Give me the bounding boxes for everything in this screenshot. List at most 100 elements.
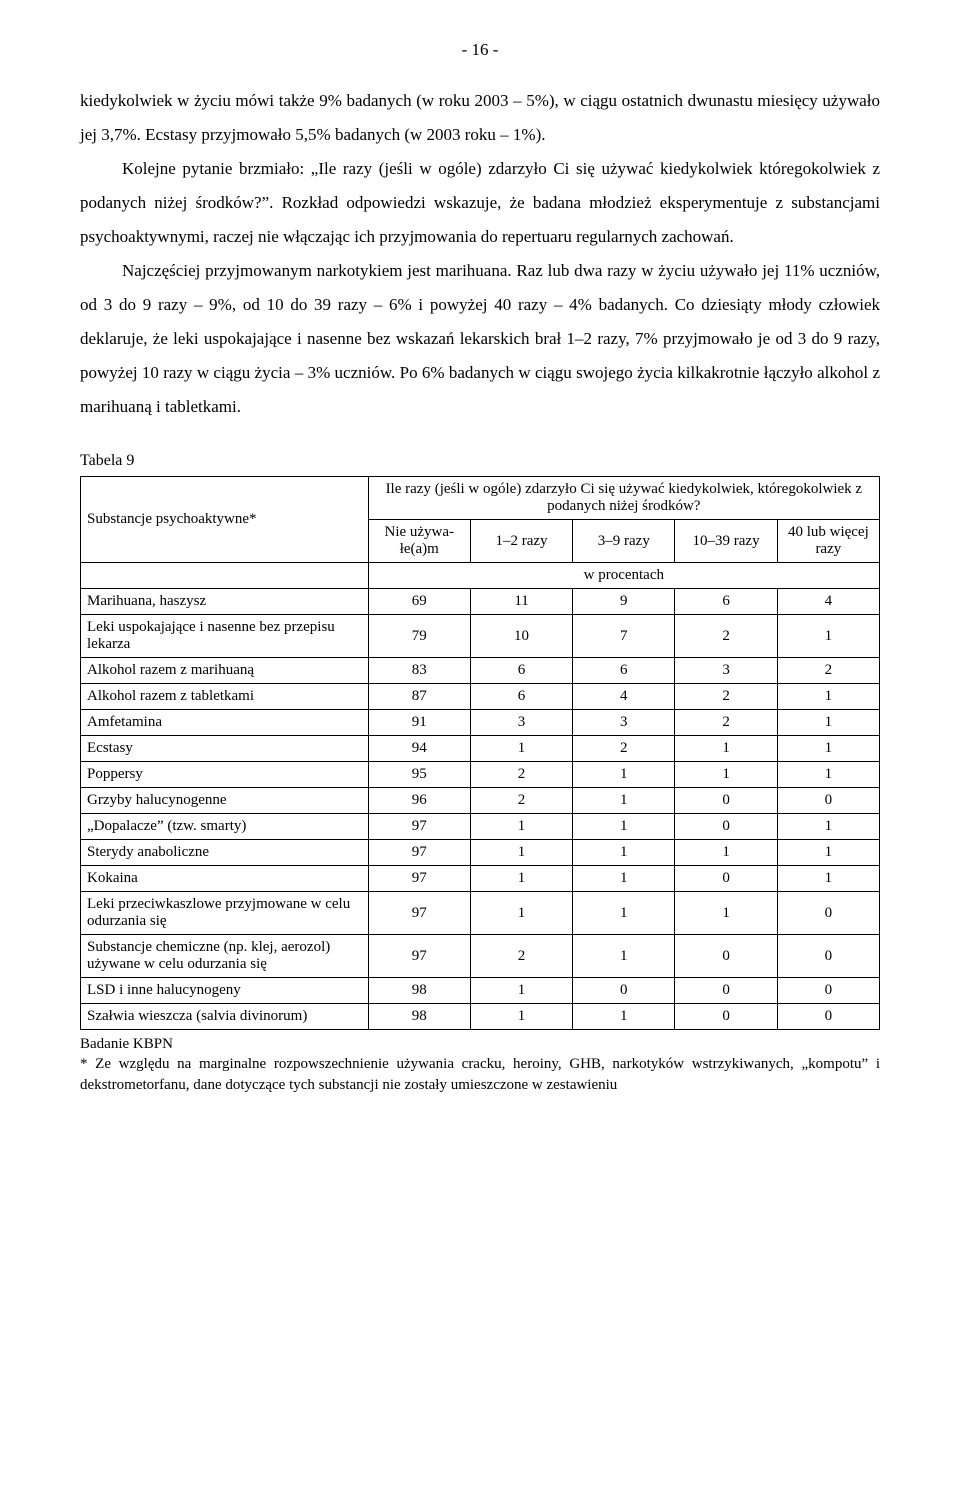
row-value: 1 [573,788,675,814]
row-value: 87 [368,684,470,710]
row-value: 1 [573,935,675,978]
row-value: 95 [368,762,470,788]
row-value: 97 [368,840,470,866]
row-value: 0 [777,892,879,935]
row-value: 1 [470,840,572,866]
header-col-10-39: 10–39 razy [675,520,777,563]
table-row: Substancje chemiczne (np. klej, aerozol)… [81,935,880,978]
table-row: Ecstasy941211 [81,736,880,762]
table-row: Amfetamina913321 [81,710,880,736]
table-row: Poppersy952111 [81,762,880,788]
table-row: Szałwia wieszcza (salvia divinorum)98110… [81,1004,880,1030]
row-value: 91 [368,710,470,736]
paragraph-3: Najczęściej przyjmowanym narkotykiem jes… [80,254,880,424]
header-substances: Substancje psychoaktywne* [81,477,369,563]
row-value: 6 [470,658,572,684]
row-value: 6 [470,684,572,710]
row-label: „Dopalacze” (tzw. smarty) [81,814,369,840]
row-label: Grzyby halucynogenne [81,788,369,814]
table-row: Marihuana, haszysz6911964 [81,589,880,615]
row-value: 1 [470,1004,572,1030]
row-value: 79 [368,615,470,658]
header-col-40plus: 40 lub więcej razy [777,520,879,563]
row-value: 1 [777,840,879,866]
row-value: 1 [777,866,879,892]
row-value: 3 [675,658,777,684]
row-value: 2 [675,615,777,658]
row-value: 1 [777,710,879,736]
row-value: 3 [470,710,572,736]
footnote: Badanie KBPN * Ze względu na marginalne … [80,1034,880,1095]
table-row: Leki przeciwkaszlowe przyjmowane w celu … [81,892,880,935]
table-row: Alkohol razem z marihuaną836632 [81,658,880,684]
row-value: 3 [573,710,675,736]
row-value: 1 [777,684,879,710]
row-value: 97 [368,866,470,892]
row-value: 94 [368,736,470,762]
footnote-line1: Badanie KBPN [80,1034,880,1054]
row-value: 10 [470,615,572,658]
page-number: - 16 - [80,40,880,60]
table-row: Alkohol razem z tabletkami876421 [81,684,880,710]
table-row: „Dopalacze” (tzw. smarty)971101 [81,814,880,840]
row-value: 1 [573,1004,675,1030]
row-value: 1 [675,840,777,866]
paragraph-1: kiedykolwiek w życiu mówi także 9% badan… [80,84,880,152]
row-value: 0 [675,866,777,892]
row-label: Ecstasy [81,736,369,762]
row-value: 1 [470,736,572,762]
row-value: 1 [470,978,572,1004]
row-value: 83 [368,658,470,684]
row-value: 1 [470,814,572,840]
row-value: 98 [368,978,470,1004]
footnote-line2: * Ze względu na marginalne rozpowszechni… [80,1054,880,1095]
row-value: 2 [675,710,777,736]
table-label: Tabela 9 [80,452,880,470]
row-value: 4 [777,589,879,615]
row-value: 0 [675,788,777,814]
row-label: Substancje chemiczne (np. klej, aerozol)… [81,935,369,978]
header-col-never: Nie używa-łe(a)m [368,520,470,563]
table-row: LSD i inne halucynogeny981000 [81,978,880,1004]
row-value: 4 [573,684,675,710]
row-value: 1 [777,615,879,658]
row-value: 2 [573,736,675,762]
row-label: Marihuana, haszysz [81,589,369,615]
row-value: 1 [777,736,879,762]
row-value: 1 [777,814,879,840]
row-value: 96 [368,788,470,814]
row-value: 98 [368,1004,470,1030]
row-value: 6 [675,589,777,615]
row-label: Leki przeciwkaszlowe przyjmowane w celu … [81,892,369,935]
row-value: 1 [573,814,675,840]
row-value: 1 [675,892,777,935]
row-label: Szałwia wieszcza (salvia divinorum) [81,1004,369,1030]
row-value: 0 [777,935,879,978]
table-row: Sterydy anaboliczne971111 [81,840,880,866]
row-value: 1 [573,840,675,866]
row-value: 6 [573,658,675,684]
row-value: 1 [675,736,777,762]
row-label: Sterydy anaboliczne [81,840,369,866]
paragraph-2: Kolejne pytanie brzmiało: „Ile razy (jeś… [80,152,880,254]
row-value: 97 [368,814,470,840]
row-label: LSD i inne halucynogeny [81,978,369,1004]
row-value: 1 [573,892,675,935]
row-value: 2 [675,684,777,710]
row-label: Kokaina [81,866,369,892]
row-value: 69 [368,589,470,615]
row-label: Amfetamina [81,710,369,736]
row-label: Leki uspokajające i nasenne bez przepisu… [81,615,369,658]
row-value: 0 [777,788,879,814]
row-value: 0 [675,935,777,978]
table-row: Leki uspokajające i nasenne bez przepisu… [81,615,880,658]
header-col-3-9: 3–9 razy [573,520,675,563]
row-value: 2 [777,658,879,684]
row-value: 2 [470,935,572,978]
row-value: 0 [675,978,777,1004]
row-value: 9 [573,589,675,615]
header-question: Ile razy (jeśli w ogóle) zdarzyło Ci się… [368,477,879,520]
row-value: 2 [470,788,572,814]
table-row: Kokaina971101 [81,866,880,892]
row-label: Poppersy [81,762,369,788]
